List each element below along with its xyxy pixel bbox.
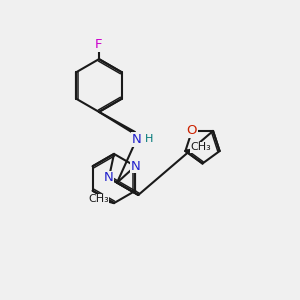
Text: CH₃: CH₃ bbox=[88, 194, 109, 205]
Text: N: N bbox=[132, 133, 141, 146]
Text: F: F bbox=[95, 38, 103, 52]
Text: N: N bbox=[130, 160, 140, 173]
Text: H: H bbox=[145, 134, 153, 145]
Text: O: O bbox=[187, 124, 197, 137]
Text: N: N bbox=[104, 172, 114, 184]
Text: CH₃: CH₃ bbox=[190, 142, 212, 152]
